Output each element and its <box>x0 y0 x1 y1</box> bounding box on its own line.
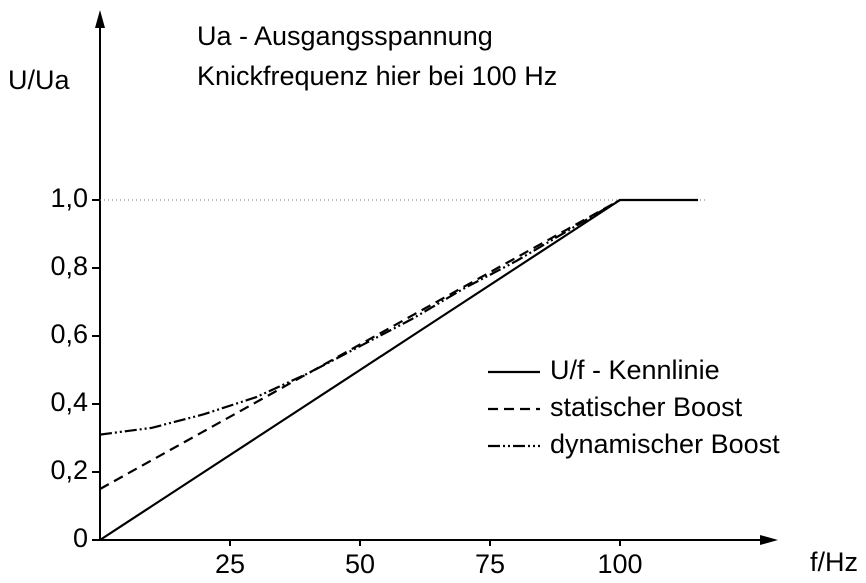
annotation: Ua - Ausgangsspannung <box>197 21 493 51</box>
y-axis-arrow <box>95 10 105 28</box>
y-tick-label: 0,6 <box>50 319 88 349</box>
x-axis-arrow <box>760 535 778 545</box>
legend-label: U/f - Kennlinie <box>550 355 720 385</box>
annotation: Knickfrequenz hier bei 100 Hz <box>197 61 557 91</box>
y-tick-label: 0,8 <box>50 251 88 281</box>
y-axis-label: U/Ua <box>8 65 70 95</box>
legend-label: statischer Boost <box>550 392 743 422</box>
series-line <box>99 199 621 436</box>
legend-label: dynamischer Boost <box>550 429 780 459</box>
y-tick-label: 1,0 <box>50 183 88 213</box>
series-line <box>99 198 698 541</box>
x-tick-label: 50 <box>345 549 375 579</box>
y-tick-label: 0,2 <box>50 455 88 485</box>
series-line <box>99 199 621 490</box>
x-tick-label: 100 <box>597 549 642 579</box>
y-tick-label: 0 <box>73 523 88 553</box>
x-tick-label: 75 <box>475 549 505 579</box>
y-tick-label: 0,4 <box>50 387 88 417</box>
x-axis-label: f/Hz <box>810 547 858 577</box>
x-tick-label: 25 <box>215 549 245 579</box>
